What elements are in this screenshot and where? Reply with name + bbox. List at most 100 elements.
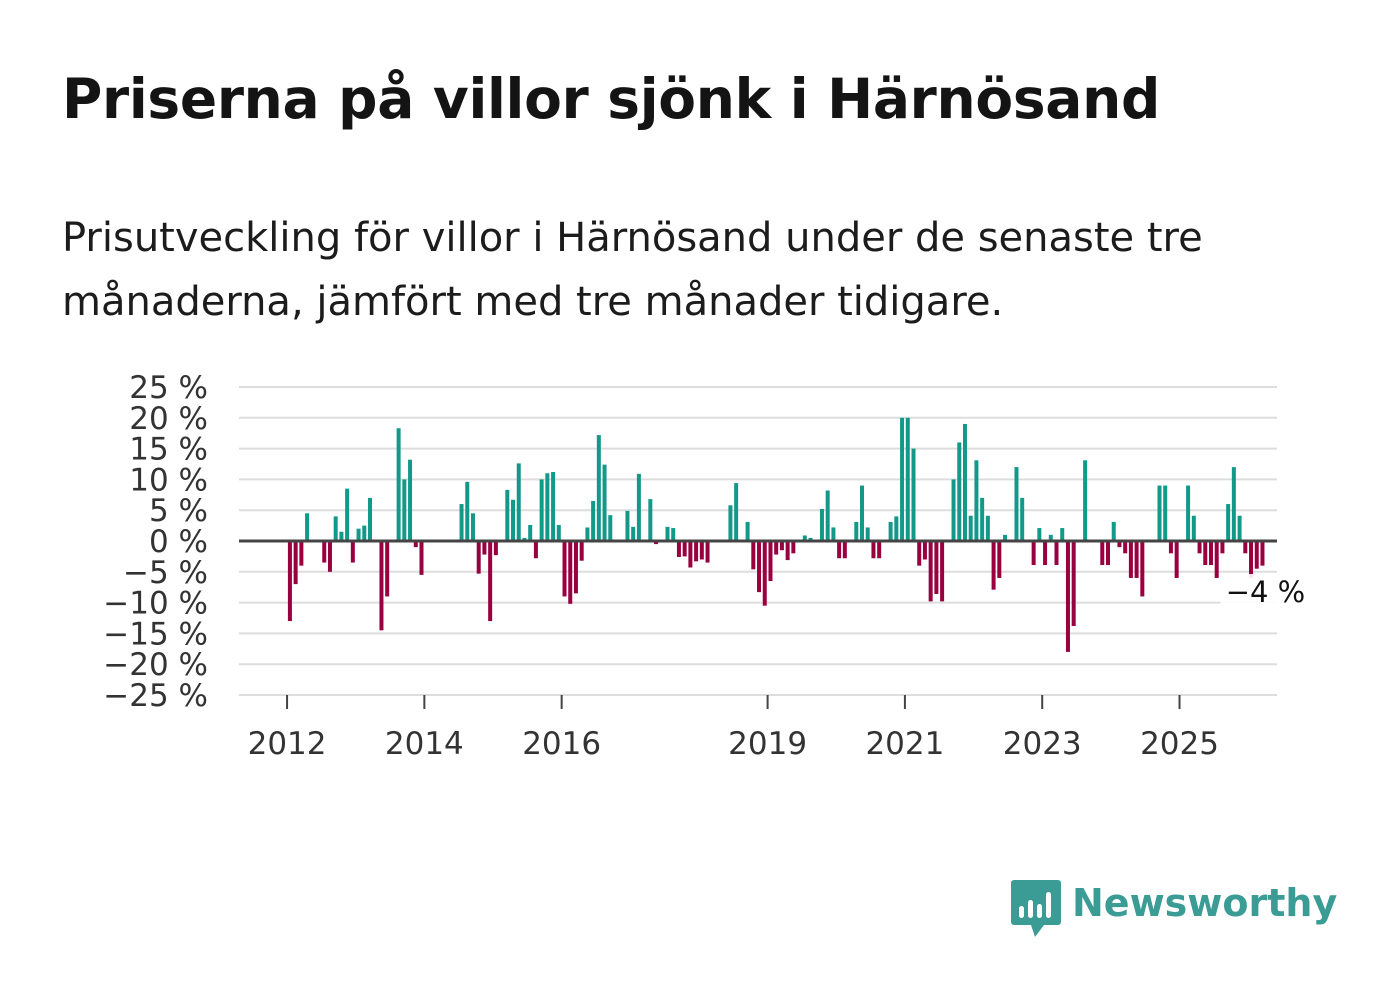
bar (522, 537, 527, 541)
x-tick-label: 2016 (522, 726, 601, 762)
bar (591, 500, 596, 541)
newsworthy-logo[interactable]: Newsworthy (1010, 878, 1337, 940)
bar (568, 541, 573, 604)
bar (774, 541, 779, 555)
bar (287, 541, 292, 622)
bar (854, 521, 859, 541)
bar (1060, 528, 1065, 541)
bar (968, 515, 973, 541)
bar (837, 541, 842, 559)
bar (922, 541, 927, 560)
bar (459, 504, 464, 541)
bar (991, 541, 996, 590)
bar (1111, 521, 1116, 541)
bar (734, 483, 739, 541)
bar (785, 541, 790, 561)
y-tick-label: 15 % (129, 432, 208, 468)
bar (1254, 541, 1259, 569)
bar (1128, 541, 1133, 578)
bar (1220, 541, 1225, 554)
y-tick-label: 20 % (129, 401, 208, 437)
bar (356, 528, 361, 541)
bar (625, 510, 630, 541)
bar (940, 541, 945, 602)
bar (488, 541, 493, 622)
bar (694, 541, 699, 562)
bar (482, 541, 487, 555)
bar (1071, 541, 1076, 627)
bar (974, 460, 979, 541)
bar (333, 516, 338, 541)
bar (511, 499, 516, 541)
bar (825, 490, 830, 541)
bar (1020, 497, 1025, 541)
bar (539, 479, 544, 541)
bar (528, 524, 533, 541)
bar (562, 541, 567, 597)
bar (871, 541, 876, 559)
bar (1100, 541, 1105, 566)
bar (865, 527, 870, 541)
bar (465, 481, 470, 541)
chart-title: Priserna på villor sjönk i Härnösand (62, 67, 1161, 131)
bar (1117, 541, 1122, 548)
bar (545, 473, 550, 541)
bar (596, 435, 601, 541)
bar (1140, 541, 1145, 597)
bar (573, 541, 578, 594)
y-tick-label: −10 % (103, 586, 208, 622)
bar (831, 527, 836, 541)
bar (602, 464, 607, 541)
bar (1048, 534, 1053, 541)
bar (419, 541, 424, 575)
bar (350, 541, 355, 563)
bar (293, 541, 298, 585)
bar (745, 521, 750, 541)
x-tick-label: 2023 (1003, 726, 1082, 762)
bar (768, 541, 773, 582)
bar (894, 516, 899, 541)
bar (682, 541, 687, 557)
bar (636, 473, 641, 541)
bars (287, 417, 1265, 652)
y-tick-label: 10 % (129, 462, 208, 498)
bar (997, 541, 1002, 578)
bar (1191, 515, 1196, 541)
chart-subtitle: Prisutveckling för villor i Härnösand un… (62, 215, 1203, 325)
bar (671, 528, 676, 541)
bar (751, 541, 756, 570)
bar (505, 489, 510, 541)
bar (877, 541, 882, 559)
bar (808, 537, 813, 541)
x-tick-label: 2025 (1140, 726, 1219, 762)
bar (1157, 485, 1162, 541)
bar (476, 541, 481, 574)
bar (1231, 467, 1236, 541)
brand-name: Newsworthy (1072, 881, 1338, 925)
bar (905, 417, 910, 541)
bar (791, 541, 796, 554)
bar (368, 497, 373, 541)
bar (654, 541, 659, 545)
bar (1014, 467, 1019, 541)
bar (980, 497, 985, 541)
bar (470, 513, 475, 541)
bar (608, 515, 613, 541)
bar (493, 541, 498, 556)
bar (934, 541, 939, 594)
bar (1208, 541, 1213, 566)
bar (1123, 541, 1128, 554)
x-tick-label: 2012 (248, 726, 327, 762)
bar (688, 541, 693, 568)
bar (699, 541, 704, 560)
grid-lines (239, 386, 1277, 696)
bar (962, 423, 967, 541)
bar (1243, 541, 1248, 554)
bar (345, 488, 350, 541)
bar (631, 526, 636, 541)
bar (327, 541, 332, 572)
bar (379, 541, 384, 631)
bar (305, 513, 310, 541)
bar (705, 541, 710, 563)
